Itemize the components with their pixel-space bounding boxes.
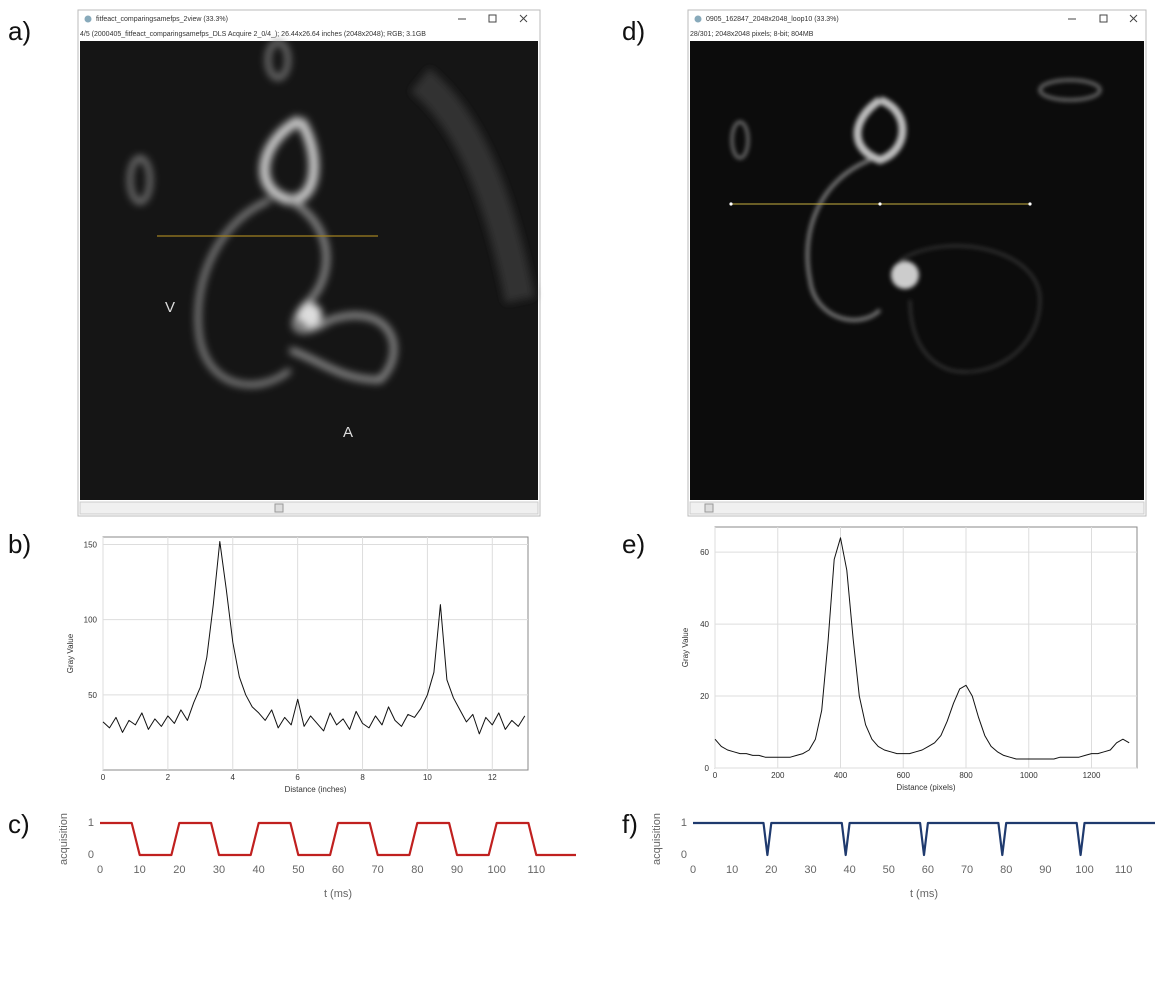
profile-handle <box>729 202 733 206</box>
data-line <box>714 537 1130 760</box>
panel-label: d) <box>622 16 645 46</box>
profile-handle <box>1028 202 1032 206</box>
x-tick-label: 200 <box>771 771 785 780</box>
x-tick-label: 20 <box>765 864 777 876</box>
x-tick-label: 40 <box>253 864 265 876</box>
x-tick-label: 800 <box>959 771 973 780</box>
window-info: 4/5 (2000405_fitfeact_comparingsamefps_D… <box>80 31 426 38</box>
x-tick-label: 90 <box>451 864 463 876</box>
x-tick-label: 70 <box>372 864 384 876</box>
y-tick-label: 1 <box>88 817 94 829</box>
micrograph-structure <box>128 40 535 388</box>
x-tick-label: 50 <box>292 864 304 876</box>
window-title: fitfeact_comparingsamefps_2view (33.3%) <box>96 16 228 23</box>
x-axis-title: Distance (inches) <box>285 785 347 794</box>
x-axis-title: t (ms) <box>324 888 352 900</box>
data-line <box>102 541 526 735</box>
x-tick-label: 10 <box>423 773 432 782</box>
x-axis-title: t (ms) <box>910 888 938 900</box>
window-buttons[interactable] <box>458 14 528 23</box>
x-tick-label: 20 <box>173 864 185 876</box>
panel-label: c) <box>8 809 30 839</box>
x-tick-label: 2 <box>166 773 171 782</box>
micrograph <box>80 41 538 500</box>
plot-frame <box>714 526 1138 769</box>
image-window: 0905_162847_2048x2048_loop10 (33.3%) 28/… <box>687 9 1147 517</box>
image-window: fitfeact_comparingsamefps_2view (33.3%) … <box>77 9 541 517</box>
y-tick-label: 0 <box>88 849 94 861</box>
x-tick-label: 0 <box>690 864 696 876</box>
panel-label: e) <box>622 529 645 559</box>
x-tick-label: 70 <box>961 864 973 876</box>
scrollbar[interactable] <box>689 501 1145 515</box>
x-tick-label: 600 <box>897 771 911 780</box>
y-axis-title: Gray Value <box>66 633 75 673</box>
y-tick-label: 100 <box>84 616 98 625</box>
x-tick-label: 0 <box>97 864 103 876</box>
x-tick-label: 80 <box>411 864 423 876</box>
x-tick-label: 110 <box>1115 864 1133 876</box>
y-axis-title: acquisition <box>58 813 70 865</box>
x-tick-label: 100 <box>1075 864 1093 876</box>
x-tick-label: 30 <box>804 864 816 876</box>
panel-label: f) <box>622 809 638 839</box>
scroll-thumb[interactable] <box>704 503 714 513</box>
micrograph-structure <box>730 78 1102 373</box>
y-tick-label: 50 <box>88 691 97 700</box>
x-tick-label: 60 <box>332 864 344 876</box>
window-icon <box>84 15 92 23</box>
x-tick-label: 100 <box>487 864 505 876</box>
y-tick-label: 150 <box>84 541 98 550</box>
x-tick-label: 6 <box>295 773 300 782</box>
x-tick-label: 4 <box>231 773 236 782</box>
y-axis-title: Gray Value <box>681 627 690 667</box>
plot-frame <box>102 536 529 771</box>
window-buttons[interactable] <box>1068 14 1138 23</box>
y-tick-label: 60 <box>700 548 709 557</box>
y-tick-label: 0 <box>681 849 687 861</box>
x-tick-label: 50 <box>883 864 895 876</box>
y-tick-label: 1 <box>681 817 687 829</box>
panel-label: a) <box>8 16 31 46</box>
window-info: 28/301; 2048x2048 pixels; 8-bit; 804MB <box>690 31 814 38</box>
x-tick-label: 10 <box>134 864 146 876</box>
x-tick-label: 12 <box>488 773 497 782</box>
x-tick-label: 90 <box>1039 864 1051 876</box>
y-axis-title: acquisition <box>651 813 663 865</box>
x-tick-label: 400 <box>834 771 848 780</box>
y-tick-label: 20 <box>700 692 709 701</box>
x-tick-label: 1200 <box>1083 771 1101 780</box>
image-label: A <box>343 424 353 441</box>
scrollbar[interactable] <box>79 501 539 515</box>
x-axis-title: Distance (pixels) <box>896 783 955 792</box>
panel-label: b) <box>8 529 31 559</box>
x-tick-label: 10 <box>726 864 738 876</box>
data-line <box>693 821 1155 857</box>
x-tick-label: 1000 <box>1020 771 1038 780</box>
x-tick-label: 0 <box>101 773 106 782</box>
x-tick-label: 0 <box>713 771 718 780</box>
x-tick-label: 80 <box>1000 864 1012 876</box>
window-icon <box>694 15 702 23</box>
x-tick-label: 110 <box>528 864 546 876</box>
y-tick-label: 40 <box>700 620 709 629</box>
x-tick-label: 8 <box>360 773 365 782</box>
profile-handle <box>878 202 882 206</box>
y-tick-label: 0 <box>705 764 710 773</box>
x-tick-label: 60 <box>922 864 934 876</box>
x-tick-label: 40 <box>843 864 855 876</box>
scroll-thumb[interactable] <box>274 503 284 513</box>
image-label: V <box>165 299 175 316</box>
window-title: 0905_162847_2048x2048_loop10 (33.3%) <box>706 16 839 23</box>
x-tick-label: 30 <box>213 864 225 876</box>
data-line <box>100 821 576 857</box>
